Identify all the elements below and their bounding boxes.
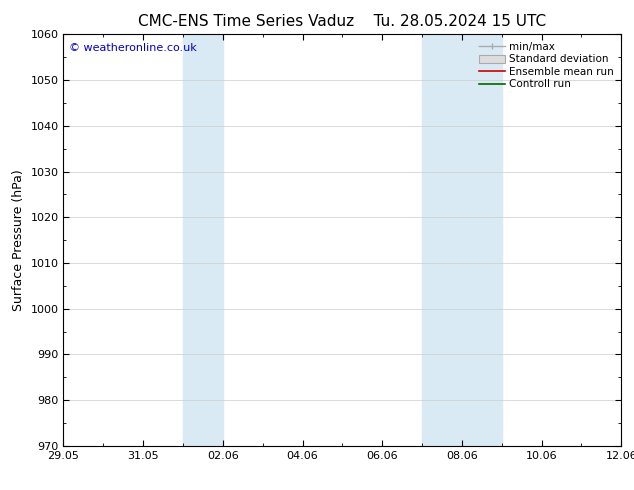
Y-axis label: Surface Pressure (hPa): Surface Pressure (hPa)	[12, 169, 25, 311]
Text: © weatheronline.co.uk: © weatheronline.co.uk	[69, 43, 197, 52]
Bar	[422, 34, 501, 446]
Legend: min/max, Standard deviation, Ensemble mean run, Controll run: min/max, Standard deviation, Ensemble me…	[477, 40, 616, 92]
Bar	[183, 34, 223, 446]
Title: CMC-ENS Time Series Vaduz    Tu. 28.05.2024 15 UTC: CMC-ENS Time Series Vaduz Tu. 28.05.2024…	[138, 14, 547, 29]
